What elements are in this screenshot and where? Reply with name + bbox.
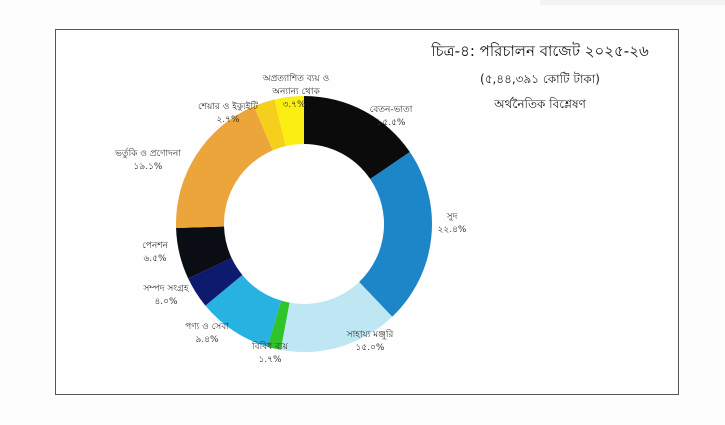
label-salary: বেতন-ভাতা ১৫.৫%: [370, 104, 413, 130]
label-interest-name: সুদ: [446, 212, 458, 222]
label-salary-name: বেতন-ভাতা: [369, 105, 413, 115]
label-shares-equity-name: শেয়ার ও ইক্যুইটি: [198, 102, 258, 112]
label-misc-name: বিবিধ ব্যয়: [252, 342, 288, 352]
label-subsidies: ভর্তুকি ও প্রণোদনা ১৯.১%: [115, 148, 181, 174]
label-salary-value: ১৫.৫%: [376, 118, 406, 128]
label-interest: সুদ ২২.৪%: [438, 211, 467, 237]
label-unforeseen: অপ্রত্যাশিত ব্যয় ও অন্যান্য থোক: [263, 73, 329, 99]
chart-subtitle-total: (৫,৪৪,৩৯১ কোটি টাকা): [480, 72, 600, 86]
label-unforeseen-value: ৩.৭%: [282, 100, 306, 110]
label-pension-name: পেনশন: [142, 241, 168, 251]
slice-interest: [359, 152, 432, 317]
label-goods-services: পণ্য ও সেবা ৯.৪%: [185, 321, 229, 347]
chart-subtitle-analysis: অর্থনৈতিক বিশ্লেষণ: [494, 97, 586, 111]
slice-grants: [280, 281, 393, 352]
slice-asset-acquisition: [188, 258, 243, 306]
slice-misc: [267, 300, 290, 350]
label-shares-equity: শেয়ার ও ইক্যুইটি ২.৭%: [198, 101, 258, 127]
label-goods-services-name: পণ্য ও সেবা: [185, 322, 229, 332]
label-subsidies-name: ভর্তুকি ও প্রণোদনা: [115, 149, 181, 159]
label-unforeseen-name2: অন্যান্য থোক: [272, 87, 320, 97]
label-grants-name: সাহায্য মঞ্জুরি: [346, 330, 394, 340]
label-unforeseen-name: অপ্রত্যাশিত ব্যয় ও: [262, 74, 330, 84]
label-grants: সাহায্য মঞ্জুরি ১৫.০%: [347, 329, 394, 355]
label-grants-value: ১৫.০%: [355, 343, 385, 353]
slice-goods-services: [205, 274, 282, 347]
label-shares-equity-value: ২.৭%: [216, 115, 240, 125]
label-subsidies-value: ১৯.১%: [133, 162, 163, 172]
slice-salary: [304, 96, 410, 180]
slice-shares-equity: [253, 99, 286, 151]
label-misc-value: ১.৭%: [258, 355, 282, 365]
label-pension-value: ৬.৫%: [143, 254, 167, 264]
label-asset-acquisition-value: ৪.০%: [154, 297, 178, 307]
slice-subsidies: [175, 106, 273, 229]
slice-pension: [176, 226, 232, 279]
slice-unforeseen: [274, 96, 304, 147]
label-pension: পেনশন ৬.৫%: [142, 240, 168, 266]
label-misc: বিবিধ ব্যয় ১.৭%: [252, 341, 288, 367]
label-asset-acquisition-name: সম্পদ সংগ্রহ: [143, 284, 189, 294]
chart-title: চিত্র-৪: পরিচালন বাজেট ২০২৫-২৬: [431, 42, 649, 60]
label-goods-services-value: ৯.৪%: [195, 335, 219, 345]
top-edge-strip: [540, 0, 725, 5]
label-interest-value: ২২.৪%: [437, 225, 467, 235]
title-block: চিত্র-৪: পরিচালন বাজেট ২০২৫-২৬ (৫,৪৪,৩৯১…: [420, 40, 660, 116]
label-asset-acquisition: সম্পদ সংগ্রহ ৪.০%: [143, 283, 188, 309]
